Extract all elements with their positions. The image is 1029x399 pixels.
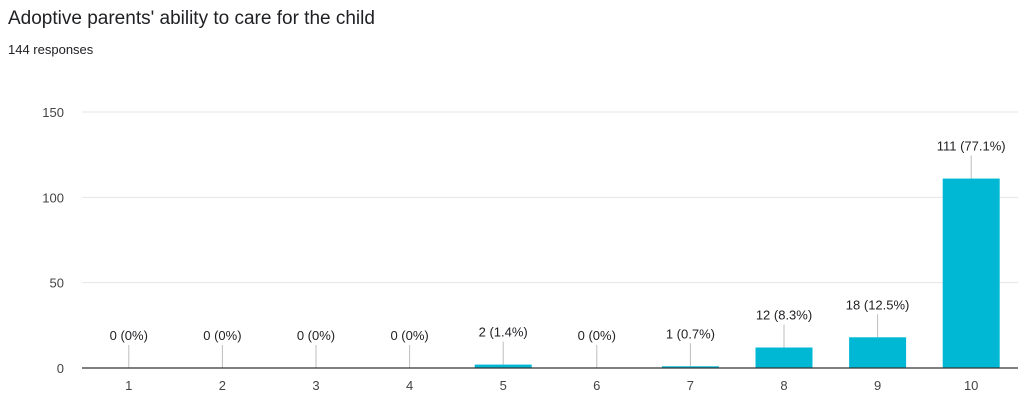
data-label-6: 0 (0%) [578,328,616,343]
data-label-7: 1 (0.7%) [666,326,715,341]
data-labels: 0 (0%) 0 (0%) 0 (0%) 0 (0%) 2 (1.4%) 0 (0%) 1 … [110,139,1006,343]
chart-title: Adoptive parents' ability to care for th… [8,8,375,29]
data-label-10: 111 (77.1%) [937,139,1006,154]
bar-7 [661,366,719,368]
data-label-1: 0 (0%) [110,328,148,343]
x-tick-label: 4 [406,378,413,393]
x-tick-label: 2 [219,378,226,393]
data-label-4: 0 (0%) [390,328,428,343]
data-label-3: 0 (0%) [297,328,335,343]
bar-10 [942,178,1000,368]
x-tick-label: 1 [125,378,132,393]
x-tick-label: 10 [964,378,978,393]
x-tick-label: 3 [312,378,319,393]
data-label-2: 0 (0%) [203,328,241,343]
y-axis-ticks: 0 50 100 150 [42,105,64,376]
x-tick-label: 6 [593,378,600,393]
bars [474,178,1000,368]
data-label-9: 18 (12.5%) [846,297,910,312]
x-axis-ticks: 1 2 3 4 5 6 7 8 9 10 [125,378,978,393]
y-tick-label: 50 [50,276,64,291]
label-leaders [128,155,972,368]
y-tick-label: 0 [57,361,64,376]
y-tick-label: 150 [42,105,64,120]
x-tick-label: 9 [874,378,881,393]
x-tick-label: 5 [500,378,507,393]
gridlines [82,111,1018,284]
x-tick-label: 7 [687,378,694,393]
bar-9 [849,337,907,368]
bar-5 [474,364,532,368]
data-label-5: 2 (1.4%) [479,325,528,340]
y-tick-label: 100 [42,190,64,205]
x-tick-label: 8 [780,378,787,393]
data-label-8: 12 (8.3%) [756,308,812,323]
response-count: 144 responses [8,42,94,57]
bar-8 [755,347,813,368]
